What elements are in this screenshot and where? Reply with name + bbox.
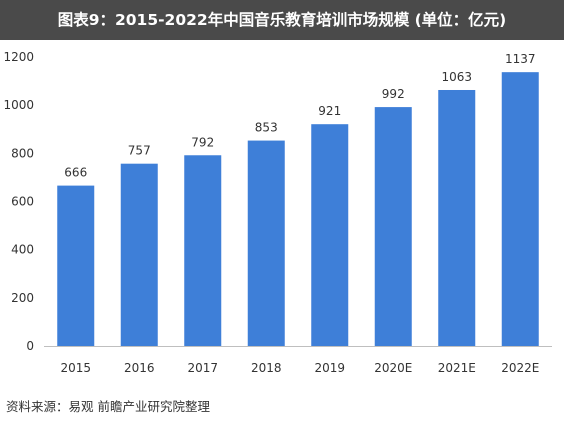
data-label-2020E: 992 — [382, 87, 405, 101]
data-labels-group: 666 757 792 853 921 992 1063 1137 — [64, 52, 535, 179]
data-label-2022E: 1137 — [505, 52, 536, 66]
bar-2016 — [120, 163, 158, 346]
x-tick-label-2015: 2015 — [60, 361, 91, 375]
data-label-2021E: 1063 — [441, 70, 472, 84]
bar-2015 — [57, 185, 95, 346]
x-tick-label-2019: 2019 — [314, 361, 345, 375]
bar-2021E — [438, 89, 476, 346]
data-label-2016: 757 — [128, 144, 151, 158]
y-axis-ticks: 0 200 400 600 800 1000 1200 — [3, 50, 34, 353]
bar-2022E — [501, 72, 539, 347]
x-tick-label-2016: 2016 — [124, 361, 155, 375]
bars-group — [57, 72, 539, 347]
bar-2018 — [247, 140, 285, 346]
x-tick-label-2022E: 2022E — [501, 361, 539, 375]
y-tick-label: 400 — [11, 243, 34, 257]
x-tick-label-2018: 2018 — [251, 361, 282, 375]
chart-title: 图表9：2015-2022年中国音乐教育培训市场规模 (单位：亿元) — [0, 0, 564, 40]
bar-2020E — [374, 107, 412, 347]
x-tick-label-2021E: 2021E — [438, 361, 476, 375]
source-note: 资料来源：易观 前瞻产业研究院整理 — [6, 399, 210, 414]
y-tick-label: 800 — [11, 146, 34, 160]
y-tick-label: 200 — [11, 291, 34, 305]
x-axis-ticks: 2015 2016 2017 2018 2019 2020E 2021E 2022E — [60, 361, 539, 375]
x-tick-label-2020E: 2020E — [374, 361, 412, 375]
bar-2019 — [311, 124, 349, 346]
x-tick-label-2017: 2017 — [187, 361, 218, 375]
y-tick-label: 0 — [26, 339, 34, 353]
y-tick-label: 1000 — [3, 98, 34, 112]
y-tick-label: 1200 — [3, 50, 34, 64]
y-tick-label: 600 — [11, 195, 34, 209]
data-label-2015: 666 — [64, 166, 87, 180]
data-label-2019: 921 — [318, 104, 341, 118]
data-label-2018: 853 — [255, 121, 278, 135]
data-label-2017: 792 — [191, 135, 214, 149]
bar-chart: 0 200 400 600 800 1000 1200 666 757 792 853 921 992… — [3, 50, 552, 375]
bar-2017 — [184, 155, 222, 346]
